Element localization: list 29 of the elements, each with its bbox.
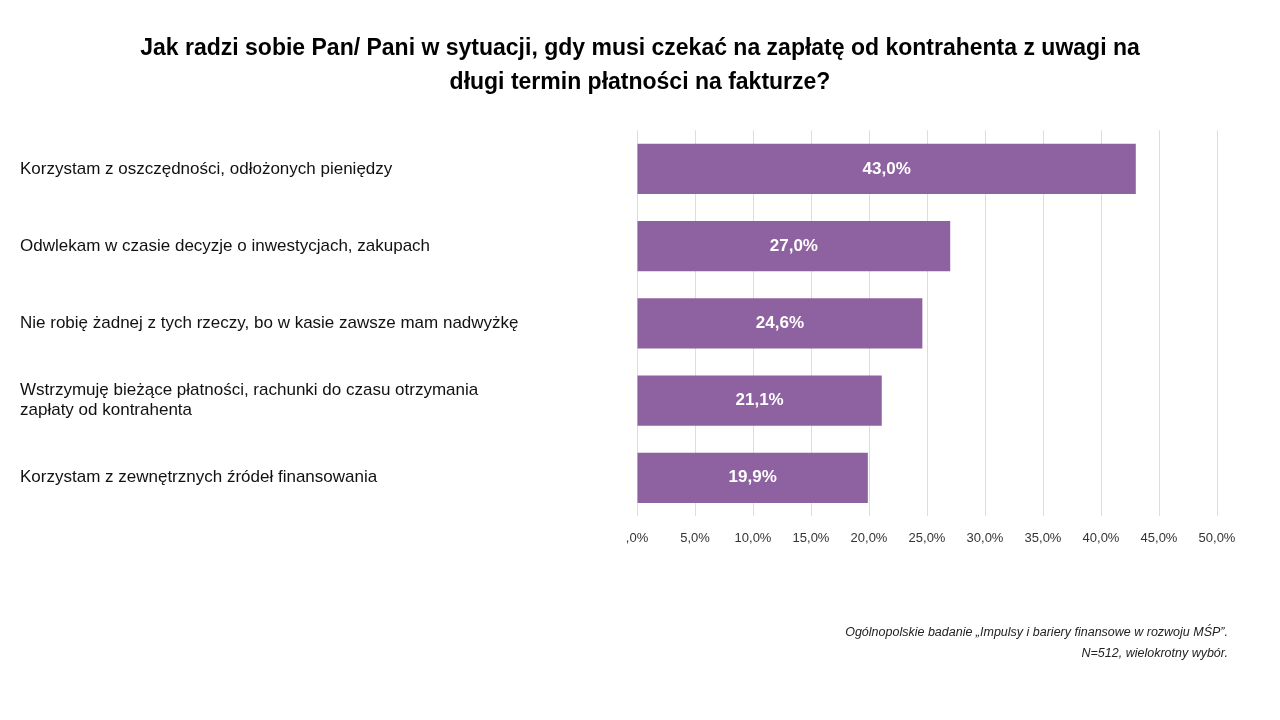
data-label: 21,1% bbox=[735, 390, 784, 410]
bar bbox=[637, 375, 882, 426]
chart-title: Jak radzi sobie Pan/ Pani w sytuacji, gdy musi czekać na zapłatę od kontrahenta z uwagi na długi termin płatności na fakturze? bbox=[140, 33, 1140, 96]
text: N=512, wielokrotny wybór. bbox=[1080, 645, 1228, 662]
x-tick-label: 40,0% bbox=[1082, 529, 1120, 545]
data-label: 19,9% bbox=[728, 467, 777, 487]
x-tick-label: 5,0% bbox=[680, 529, 711, 545]
y-tick-label: Nie robię żadnej z tych rzeczy, bo w kasie zawsze mam nadwyżkę bbox=[20, 312, 519, 332]
data-label: 24,6% bbox=[755, 312, 805, 332]
x-tick-label: ,0% bbox=[625, 529, 649, 545]
x-tick-label: 35,0% bbox=[1024, 529, 1062, 545]
bar bbox=[637, 220, 951, 272]
bar bbox=[637, 298, 923, 349]
y-tick-label: Wstrzymuję bieżące płatności, rachunki do czasu otrzymania zapłaty od kontrahenta bbox=[20, 380, 479, 420]
y-tick-label: Odwlekam w czasie decyzje o inwestycjach, zakupach bbox=[20, 235, 431, 255]
x-tick-label: 10,0% bbox=[734, 529, 772, 545]
data-label: 27,0% bbox=[769, 235, 818, 255]
x-tick-label: 45,0% bbox=[1140, 529, 1178, 545]
text: Ogólnopolskie badanie „Impulsy i bariery finansowe w rozwoju MŚP”. bbox=[845, 623, 1228, 641]
bar bbox=[637, 452, 868, 503]
data-label: 43,0% bbox=[862, 158, 911, 178]
x-tick-label: 50,0% bbox=[1198, 529, 1236, 545]
x-tick-label: 25,0% bbox=[908, 529, 946, 545]
bar bbox=[637, 143, 1136, 194]
x-tick-label: 15,0% bbox=[792, 529, 830, 545]
x-tick-label: 30,0% bbox=[966, 529, 1004, 545]
x-tick-label: 20,0% bbox=[850, 529, 888, 545]
y-tick-label: Korzystam z oszczędności, odłożonych pieniędzy bbox=[20, 158, 393, 178]
y-tick-label: Korzystam z zewnętrznych źródeł finansowania bbox=[20, 467, 378, 487]
